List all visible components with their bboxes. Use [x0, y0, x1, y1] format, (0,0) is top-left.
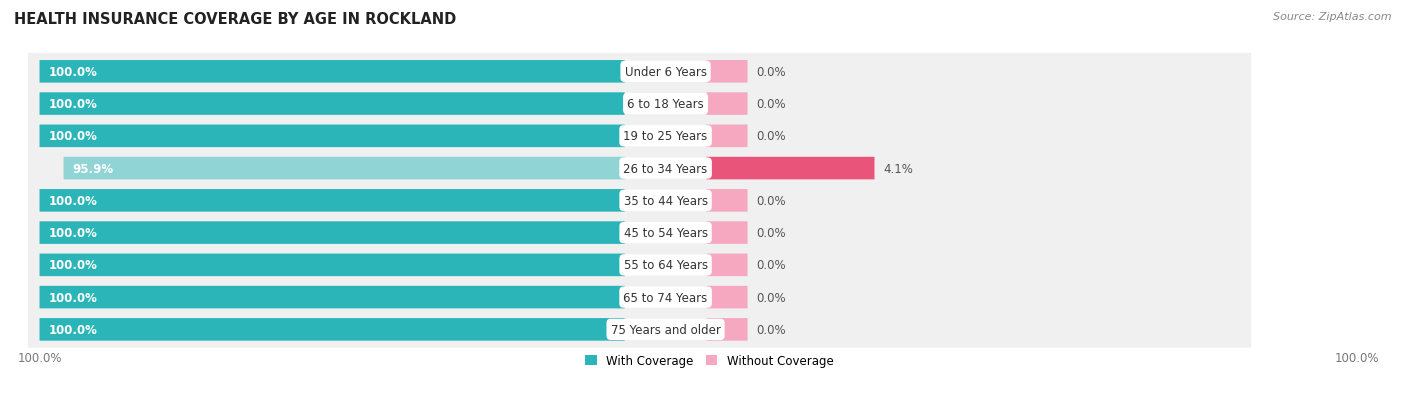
Text: 0.0%: 0.0% [756, 195, 786, 207]
Text: 0.0%: 0.0% [756, 130, 786, 143]
FancyBboxPatch shape [39, 318, 624, 341]
Text: 0.0%: 0.0% [756, 291, 786, 304]
FancyBboxPatch shape [39, 190, 624, 212]
Text: 26 to 34 Years: 26 to 34 Years [623, 162, 707, 175]
Text: 4.1%: 4.1% [883, 162, 912, 175]
Text: Under 6 Years: Under 6 Years [624, 66, 707, 78]
FancyBboxPatch shape [28, 311, 1251, 348]
Text: 100.0%: 100.0% [48, 227, 97, 240]
Text: 95.9%: 95.9% [72, 162, 114, 175]
Text: 100.0%: 100.0% [48, 130, 97, 143]
Text: HEALTH INSURANCE COVERAGE BY AGE IN ROCKLAND: HEALTH INSURANCE COVERAGE BY AGE IN ROCK… [14, 12, 457, 27]
FancyBboxPatch shape [28, 215, 1251, 252]
FancyBboxPatch shape [706, 286, 748, 309]
FancyBboxPatch shape [39, 125, 624, 148]
FancyBboxPatch shape [28, 54, 1251, 90]
Text: 100.0%: 100.0% [48, 195, 97, 207]
FancyBboxPatch shape [28, 118, 1251, 155]
Text: 100.0%: 100.0% [48, 323, 97, 336]
FancyBboxPatch shape [39, 61, 624, 83]
Text: 0.0%: 0.0% [756, 259, 786, 272]
FancyBboxPatch shape [706, 61, 748, 83]
Text: 75 Years and older: 75 Years and older [610, 323, 720, 336]
FancyBboxPatch shape [63, 157, 624, 180]
FancyBboxPatch shape [706, 190, 748, 212]
Text: 0.0%: 0.0% [756, 227, 786, 240]
Legend: With Coverage, Without Coverage: With Coverage, Without Coverage [581, 350, 838, 372]
FancyBboxPatch shape [39, 286, 624, 309]
Text: 100.0%: 100.0% [48, 291, 97, 304]
Text: 0.0%: 0.0% [756, 66, 786, 78]
Text: 100.0%: 100.0% [48, 66, 97, 78]
FancyBboxPatch shape [28, 150, 1251, 187]
FancyBboxPatch shape [39, 222, 624, 244]
FancyBboxPatch shape [28, 247, 1251, 284]
Text: 100.0%: 100.0% [48, 98, 97, 111]
FancyBboxPatch shape [706, 93, 748, 116]
FancyBboxPatch shape [706, 222, 748, 244]
FancyBboxPatch shape [39, 93, 624, 116]
FancyBboxPatch shape [706, 157, 875, 180]
Text: 19 to 25 Years: 19 to 25 Years [623, 130, 707, 143]
Text: 35 to 44 Years: 35 to 44 Years [623, 195, 707, 207]
FancyBboxPatch shape [706, 318, 748, 341]
Text: 100.0%: 100.0% [1334, 351, 1379, 364]
FancyBboxPatch shape [28, 279, 1251, 316]
Text: 65 to 74 Years: 65 to 74 Years [623, 291, 707, 304]
Text: 100.0%: 100.0% [17, 351, 62, 364]
FancyBboxPatch shape [28, 86, 1251, 123]
Text: Source: ZipAtlas.com: Source: ZipAtlas.com [1274, 12, 1392, 22]
Text: 55 to 64 Years: 55 to 64 Years [623, 259, 707, 272]
FancyBboxPatch shape [706, 254, 748, 276]
Text: 0.0%: 0.0% [756, 98, 786, 111]
Text: 0.0%: 0.0% [756, 323, 786, 336]
FancyBboxPatch shape [28, 183, 1251, 219]
Text: 100.0%: 100.0% [48, 259, 97, 272]
Text: 6 to 18 Years: 6 to 18 Years [627, 98, 704, 111]
FancyBboxPatch shape [39, 254, 624, 276]
FancyBboxPatch shape [706, 125, 748, 148]
Text: 45 to 54 Years: 45 to 54 Years [623, 227, 707, 240]
